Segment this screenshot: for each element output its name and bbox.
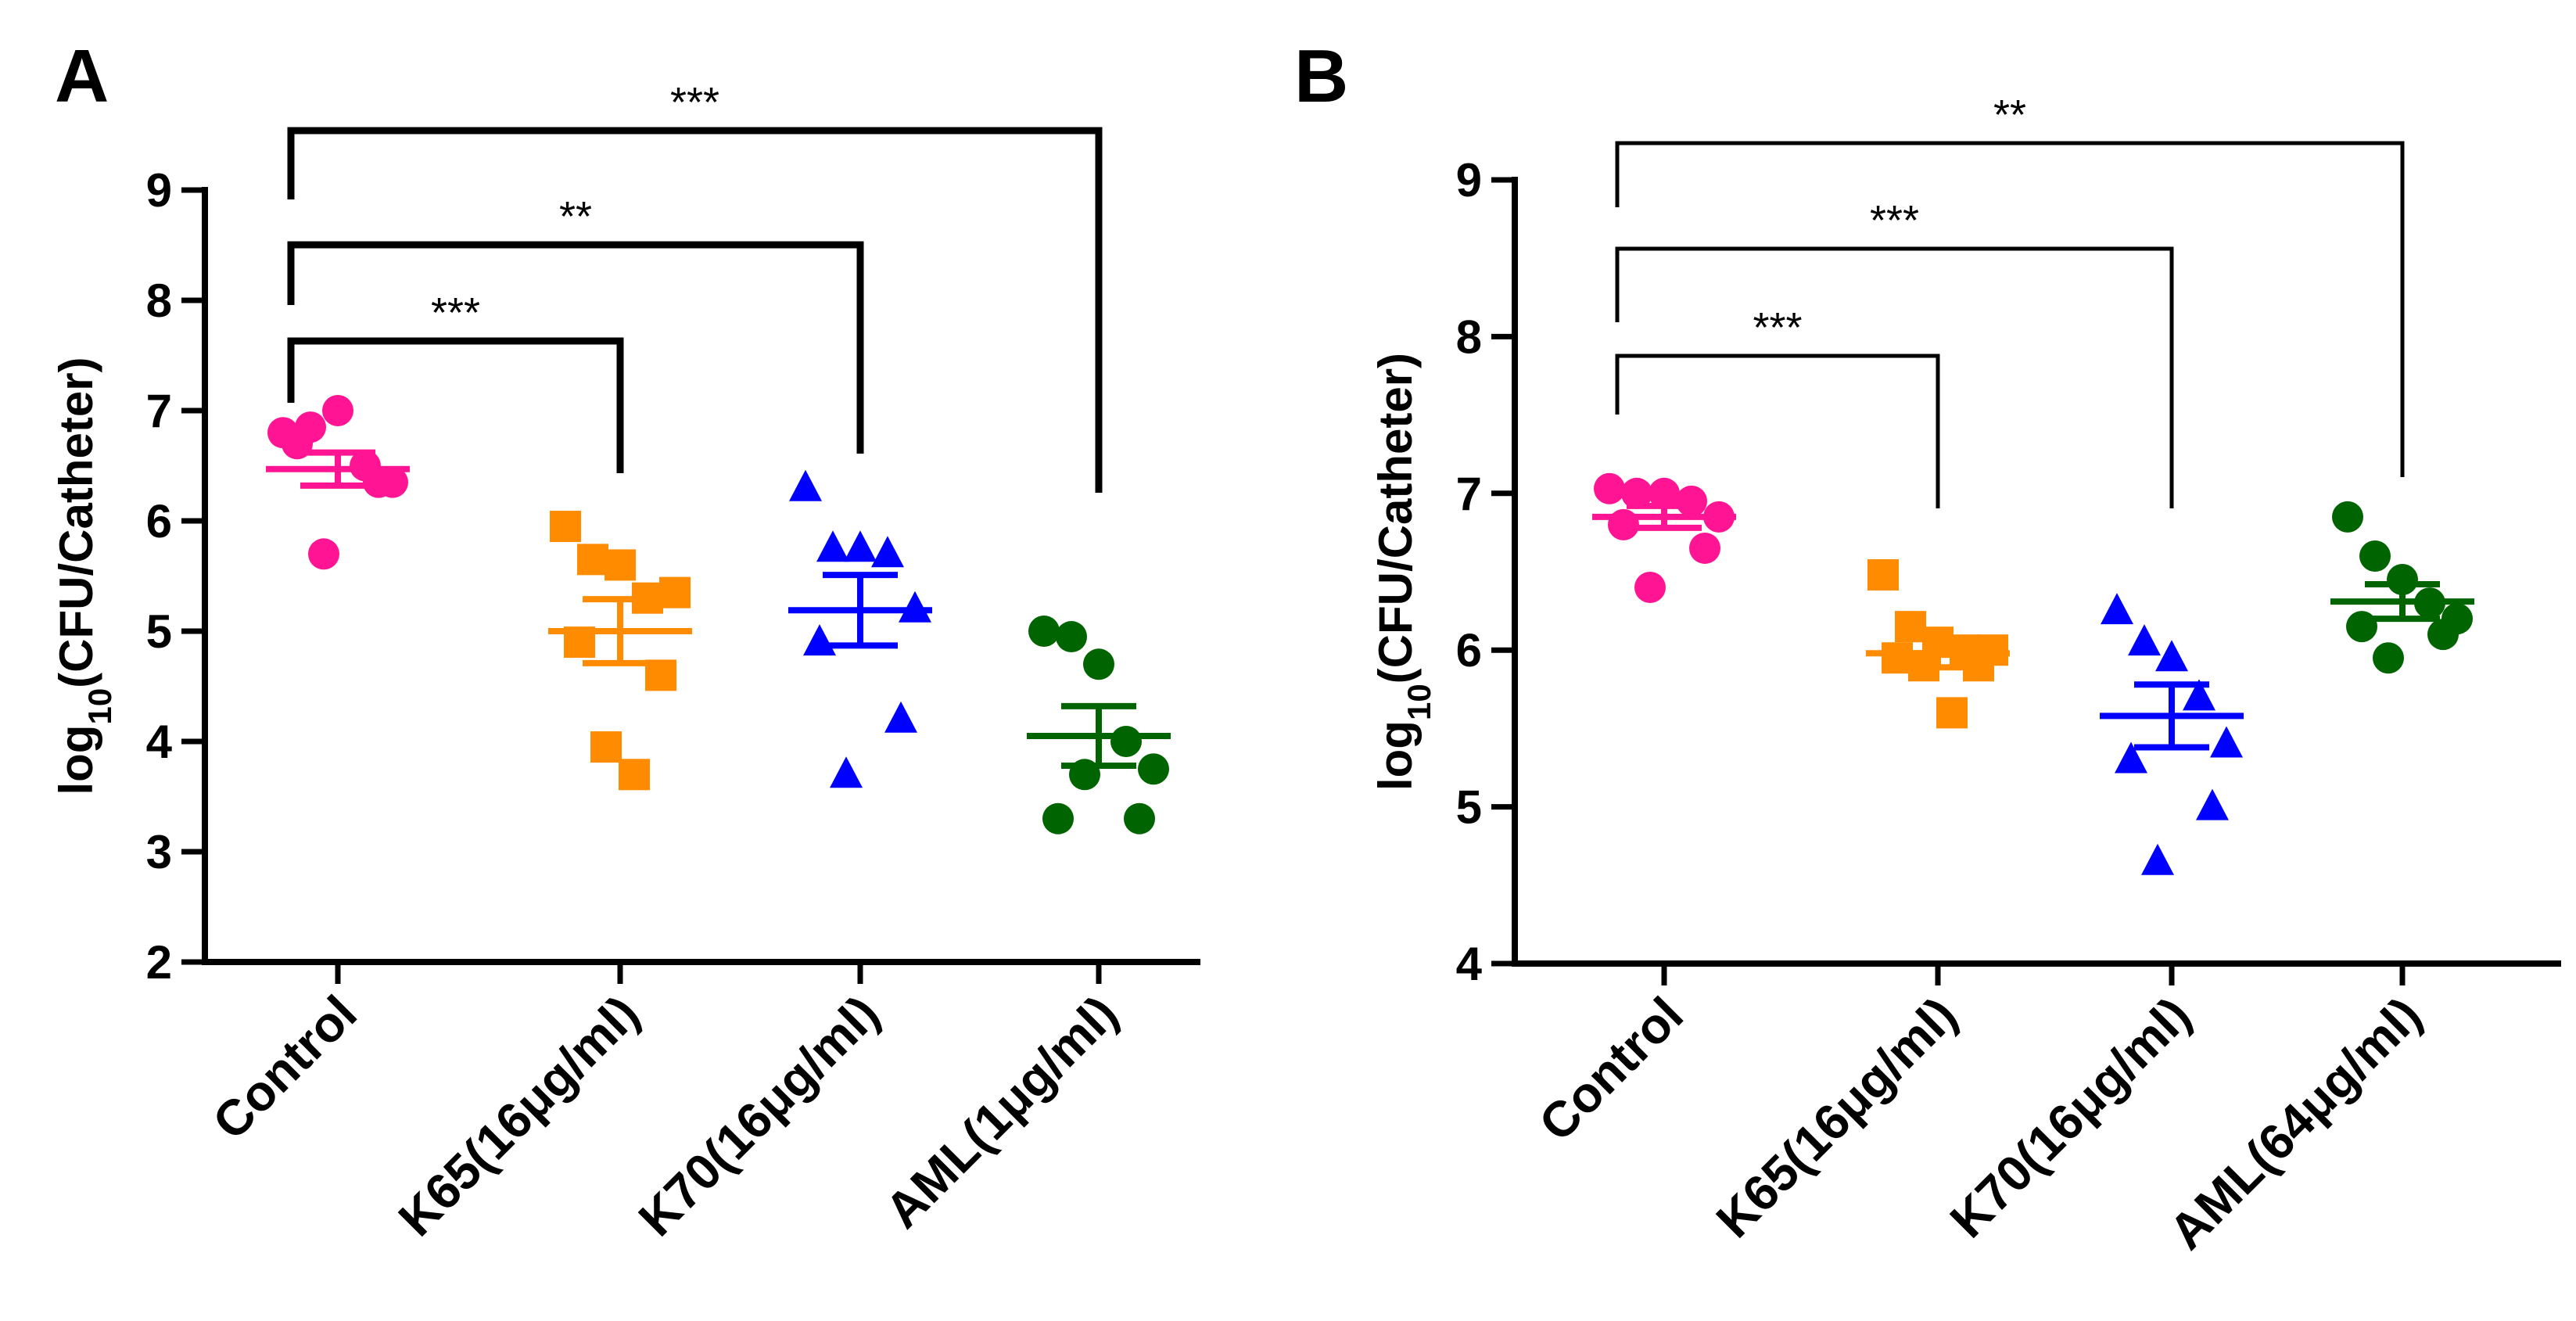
y-tick-label: 4 [146, 716, 173, 768]
significance-bracket: *** [287, 289, 624, 473]
data-point [1867, 559, 1899, 591]
data-point [2141, 843, 2174, 875]
y-tick-label: 9 [1456, 154, 1482, 206]
significance-bracket: *** [287, 79, 1103, 493]
data-point [2332, 501, 2363, 533]
significance-label: ** [1993, 92, 2026, 138]
y-tick-label: 5 [1456, 781, 1482, 834]
y-tick-label: 2 [146, 936, 172, 989]
data-point [659, 576, 691, 608]
data-point [605, 549, 636, 581]
panel-b-chart: B 4 5 6 7 8 9 log10(CFU/Catheter) Control K65(16μ… [1294, 34, 2561, 1260]
y-axis-label: log10(CFU/Catheter) [1369, 353, 1437, 791]
data-point [2128, 624, 2161, 656]
data-point [2427, 619, 2459, 651]
bracket-line [287, 241, 864, 454]
data-point [619, 759, 650, 791]
series-aml-64-g-ml [2330, 501, 2474, 674]
y-tick-label: 8 [146, 275, 172, 327]
x-tick-label-k70-16-g-ml: K70(16μg/ml) [628, 985, 890, 1247]
data-point [1042, 802, 1074, 835]
significance-label: *** [1753, 304, 1802, 351]
x-tick-label-k65-16-g-ml: K65(16μg/ml) [1706, 986, 1968, 1248]
data-point [2183, 679, 2215, 711]
data-point [844, 530, 877, 562]
bracket-line [1615, 246, 2174, 508]
y-tick-label: 8 [1456, 311, 1482, 363]
y-tick-label: 7 [146, 385, 172, 437]
significance-label: *** [1870, 197, 1919, 244]
series-k65-16-g-ml [1866, 559, 2010, 729]
data-point [2359, 540, 2391, 572]
significance-bracket: ** [1615, 92, 2405, 477]
panel-a-chart: A 2 3 4 5 6 7 8 9 log10(CFU/Catheter) Control K65(1… [50, 34, 1200, 1247]
data-point [308, 538, 339, 570]
y-tick-label: 3 [146, 826, 172, 878]
data-point [884, 701, 917, 733]
x-tick-label-control: Control [1528, 986, 1694, 1152]
data-point [1936, 697, 1968, 729]
series-k70-16-g-ml [788, 469, 932, 788]
data-point [1056, 621, 1087, 653]
x-tick-label-k65-16-g-ml: K65(16μg/ml) [388, 985, 650, 1247]
data-point [1676, 485, 1707, 517]
y-tick-label: 9 [146, 164, 172, 217]
series-control [1592, 472, 1736, 604]
bracket-line [1615, 141, 2405, 477]
data-point [2210, 726, 2243, 758]
data-point [1621, 477, 1652, 509]
significance-bracket: ** [287, 193, 864, 454]
data-point [1028, 616, 1060, 647]
data-point [550, 511, 581, 543]
bracket-line [1615, 354, 1940, 508]
bracket-line [287, 127, 1103, 493]
data-point [1649, 477, 1680, 509]
data-point [1124, 802, 1155, 835]
data-point [1083, 648, 1114, 680]
data-point [2101, 593, 2133, 625]
data-point [363, 466, 394, 498]
data-point [590, 731, 622, 763]
y-tick-label: 7 [1456, 468, 1482, 520]
significance-label: ** [559, 193, 592, 240]
data-point [789, 469, 822, 501]
data-point [2155, 640, 2188, 672]
x-tick-label-k70-16-g-ml: K70(16μg/ml) [1939, 986, 2201, 1248]
significance-label: *** [431, 289, 480, 336]
y-tick-label: 6 [1456, 624, 1482, 677]
y-tick-label: 6 [146, 495, 172, 547]
data-point [2373, 642, 2404, 674]
data-point [803, 624, 836, 656]
y-tick-label: 5 [146, 605, 172, 658]
data-point [1634, 572, 1666, 604]
bracket-line [287, 337, 624, 473]
significance-bracket: *** [1615, 304, 1940, 508]
y-axis-label: log10(CFU/Catheter) [50, 357, 118, 795]
data-point [2115, 741, 2147, 774]
data-point [899, 591, 931, 623]
series-k65-16-g-ml [548, 511, 692, 791]
series-k70-16-g-ml [2100, 593, 2244, 875]
data-point [1138, 753, 1169, 785]
data-point [1594, 472, 1625, 504]
y-tick-label: 4 [1456, 938, 1483, 990]
series-aml-1-g-ml [1027, 616, 1171, 835]
x-tick-label-control: Control [202, 985, 368, 1150]
data-point [2196, 788, 2229, 820]
data-point [1110, 726, 1142, 757]
data-point [322, 395, 353, 426]
data-point [816, 530, 849, 562]
data-point [1689, 532, 1720, 564]
panel-letter: B [1294, 34, 1348, 118]
significance-label: *** [670, 79, 719, 126]
data-point [830, 756, 863, 788]
series-control [266, 395, 410, 570]
panel-letter: A [55, 34, 109, 118]
data-point [871, 536, 904, 568]
data-point [577, 544, 608, 576]
x-tick-label-aml-1-g-ml: AML(1μg/ml) [874, 985, 1128, 1239]
significance-bracket: *** [1615, 197, 2174, 508]
